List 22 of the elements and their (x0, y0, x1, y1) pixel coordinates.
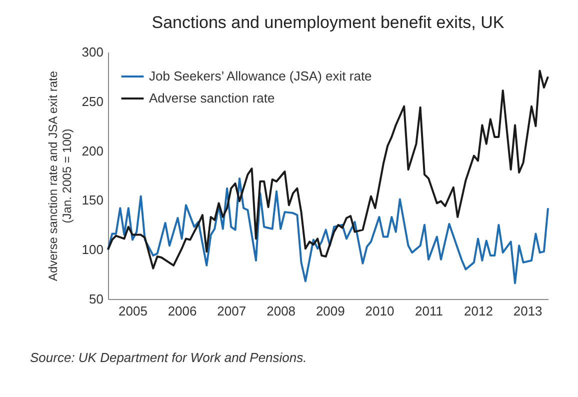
x-tick-label: 2008 (266, 304, 296, 318)
x-tick-label: 2005 (118, 304, 148, 318)
y-tick-label: 150 (82, 192, 104, 208)
x-tick-label: 2006 (168, 304, 197, 318)
x-tick-label: 2013 (513, 304, 542, 318)
x-tick-label: 2009 (316, 304, 345, 318)
y-tick-label: 200 (82, 143, 104, 158)
x-tick-label: 2010 (365, 304, 394, 318)
y-tick-label: 300 (82, 44, 104, 60)
legend-label: Job Seekers’ Allowance (JSA) exit rate (149, 68, 372, 84)
x-tick-label: 2012 (464, 304, 493, 318)
line-series (107, 70, 549, 270)
x-tick-label: 2011 (415, 304, 444, 318)
x-tick-label: 2007 (217, 304, 246, 318)
legend-label: Adverse sanction rate (149, 90, 275, 106)
line-series (107, 177, 549, 284)
y-axis-title: Adverse sanction rate and JSA exit rate (Jan. 2005 = 100) (46, 70, 74, 282)
y-tick-label: 100 (82, 242, 104, 258)
source-note: Source: UK Department for Work and Pensions. (30, 350, 307, 365)
y-tick-label: 50 (89, 292, 104, 306)
y-tick-label: 250 (82, 94, 104, 109)
chart-title: Sanctions and unemployment benefit exits, UK (152, 13, 505, 32)
